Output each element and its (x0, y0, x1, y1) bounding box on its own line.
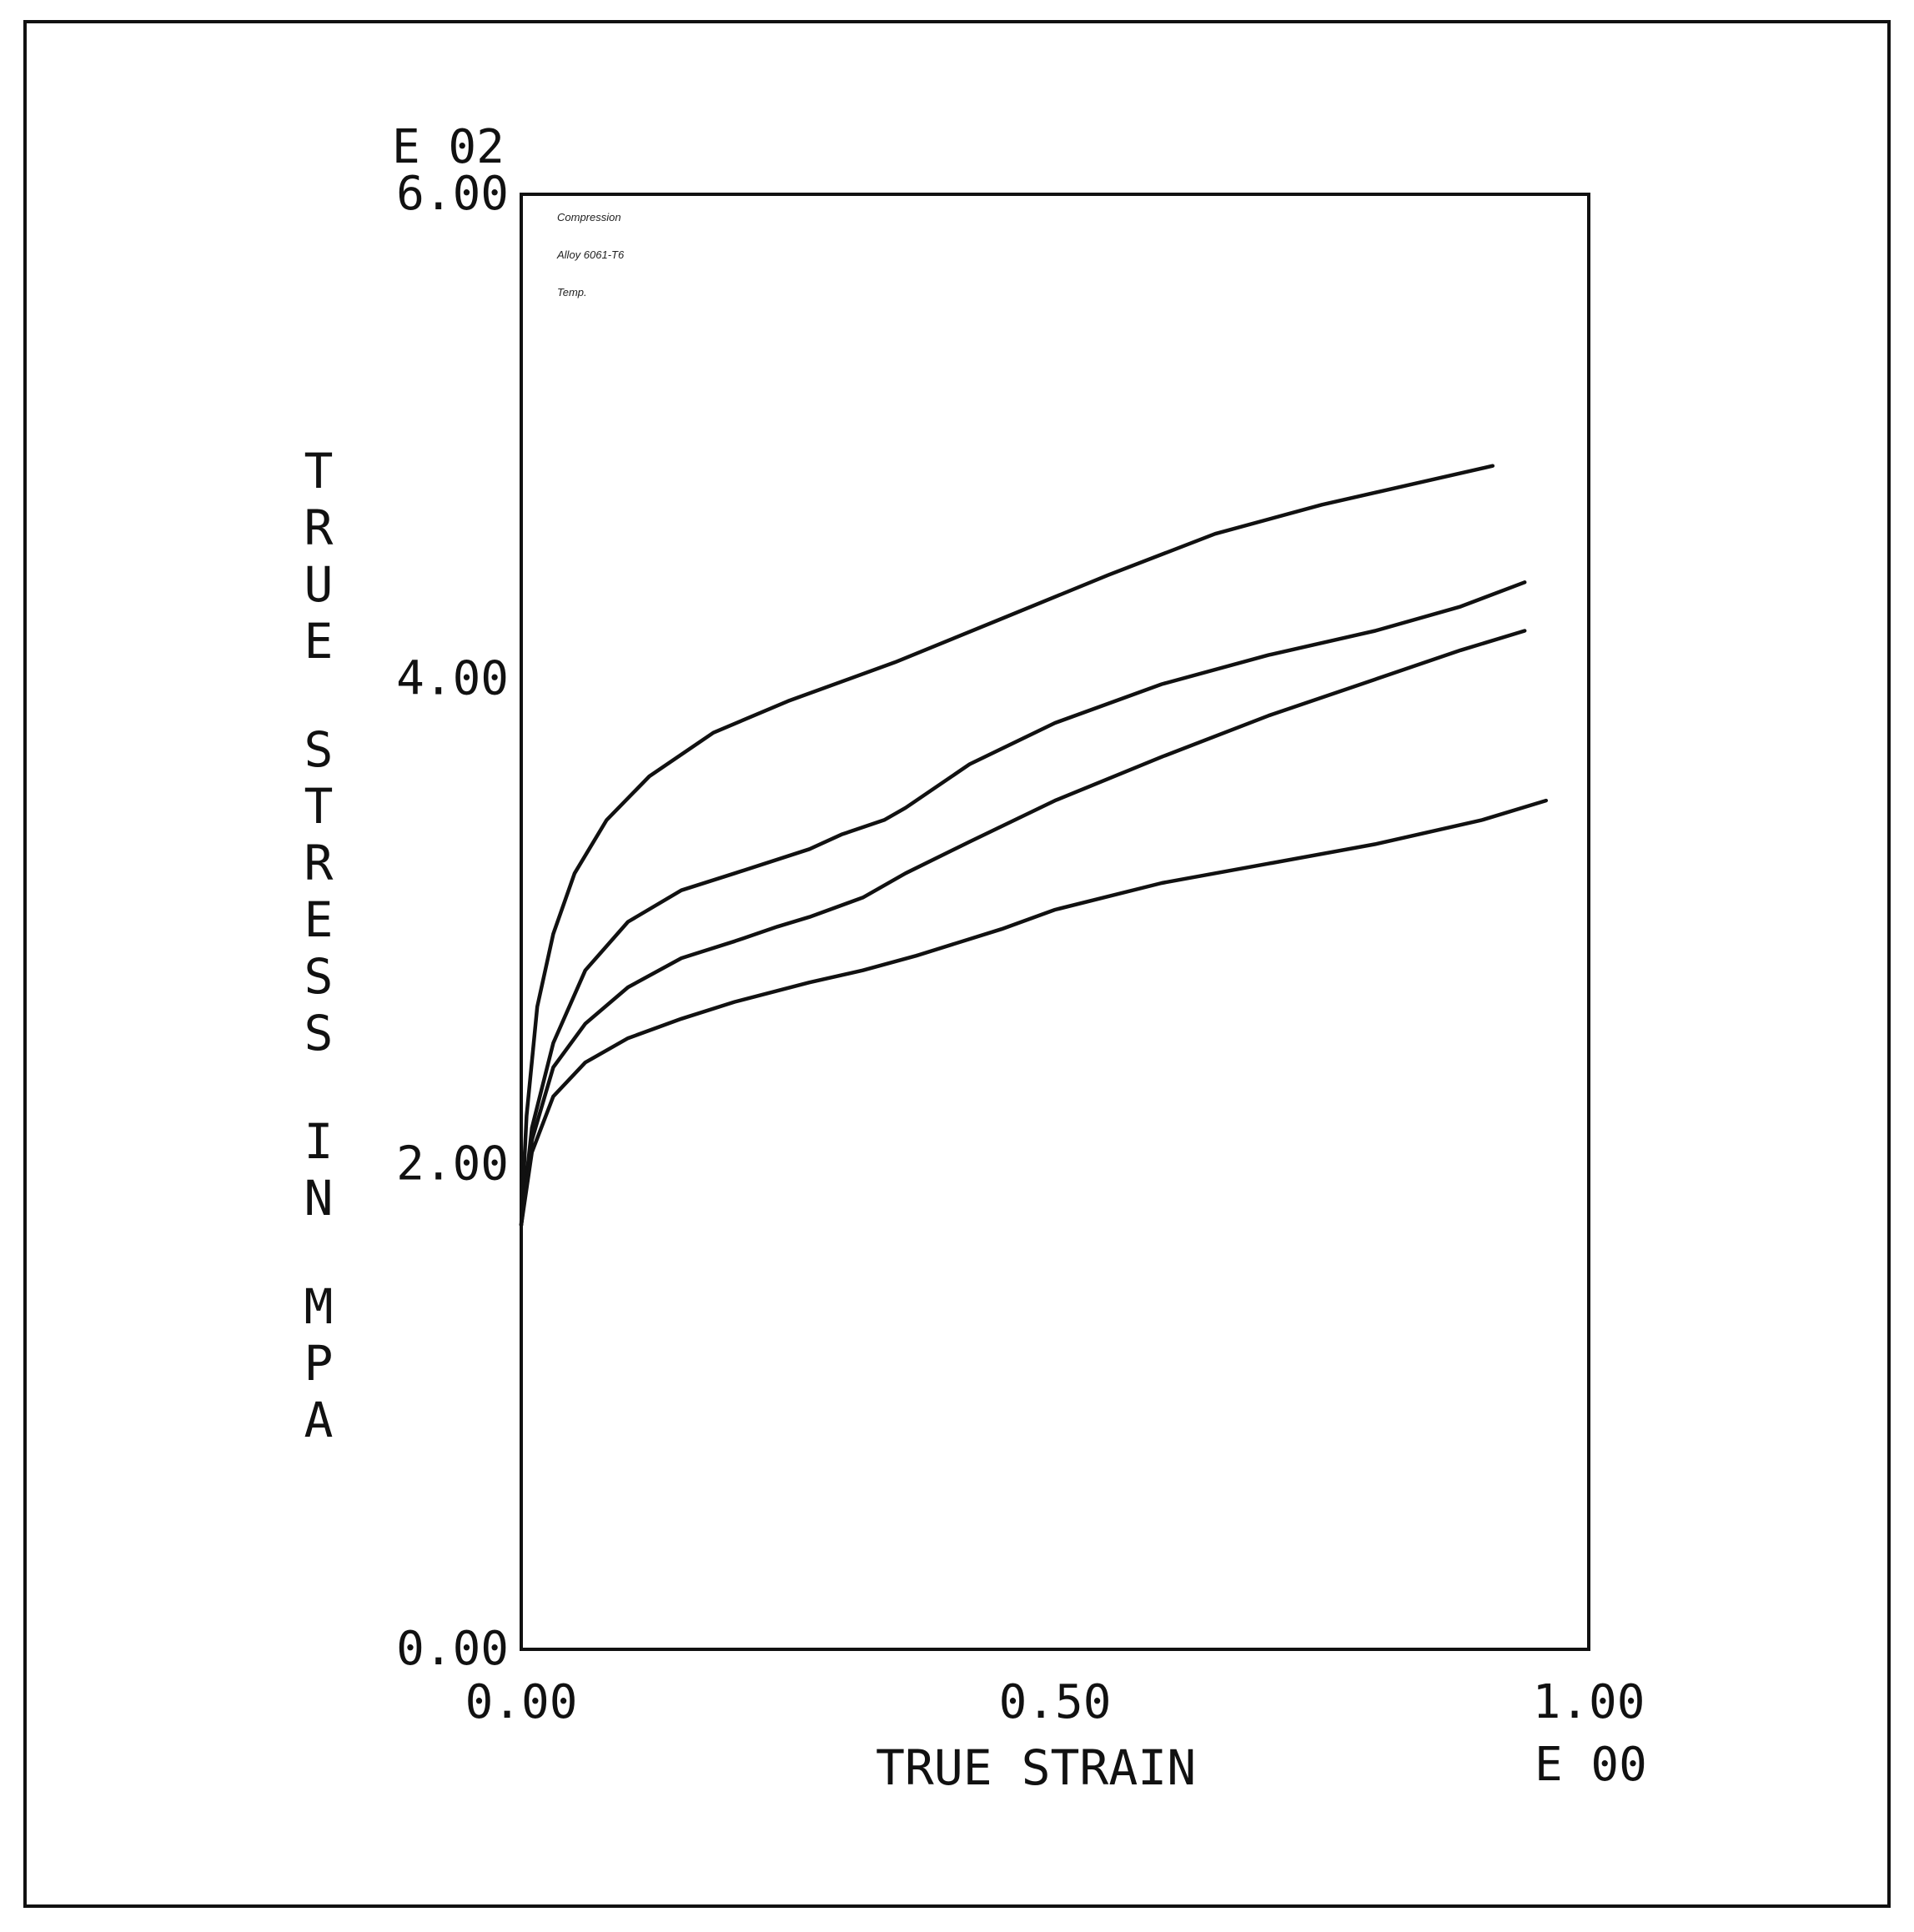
x-axis-label: TRUE STRAIN (876, 1739, 1196, 1796)
legend-entry-1: Compression (557, 211, 621, 223)
y-axis-label-letter: E (304, 613, 334, 670)
y-axis-label-letter: S (304, 948, 334, 1005)
outer-frame (23, 20, 1891, 1908)
plot-area-frame (520, 193, 1590, 1651)
legend-entry-3: Temp. (557, 286, 587, 299)
y-axis-label-letter: S (304, 1005, 334, 1061)
x-tick-labels: 0.00 0.50 1.00 (465, 1675, 1645, 1729)
y-axis-label-letter: U (304, 556, 334, 613)
x-tick-label: 1.00 (1533, 1675, 1645, 1729)
series-line-4 (519, 798, 1549, 1227)
y-axis-label-letter: N (304, 1170, 334, 1227)
series-line-2 (519, 580, 1527, 1227)
x-tick-label: 0.50 (999, 1675, 1112, 1729)
y-axis-label-letter: T (304, 778, 334, 835)
y-tick-label: 0.00 (396, 1622, 509, 1676)
x-tick-label: 0.00 (465, 1675, 578, 1729)
y-tick-label: 6.00 (396, 167, 509, 221)
series-layer (519, 464, 1549, 1227)
x-exponent-label: E 00 (1535, 1738, 1647, 1792)
y-axis-label-letter: T (304, 443, 334, 499)
y-tick-label: 4.00 (396, 652, 509, 706)
series-line-3 (519, 629, 1527, 1227)
y-axis-label-letter: S (304, 721, 334, 778)
legend: Compression Alloy 6061-T6 Temp. (556, 211, 625, 299)
y-tick-label: 2.00 (396, 1137, 509, 1191)
y-axis-label-letter: R (304, 499, 334, 556)
legend-entry-2: Alloy 6061-T6 (556, 248, 625, 261)
y-exponent-label: E 02 (392, 120, 505, 174)
y-axis-label-letter: A (304, 1392, 334, 1448)
series-line-1 (519, 464, 1495, 1227)
y-axis-label-letter: I (304, 1113, 334, 1170)
y-axis-label-letter: R (304, 835, 334, 891)
y-axis-label-letter: M (304, 1278, 334, 1335)
y-tick-labels: 0.00 2.00 4.00 6.00 (396, 167, 509, 1676)
y-axis-label-letter: E (304, 891, 334, 948)
y-axis-label-letter: P (304, 1335, 334, 1392)
